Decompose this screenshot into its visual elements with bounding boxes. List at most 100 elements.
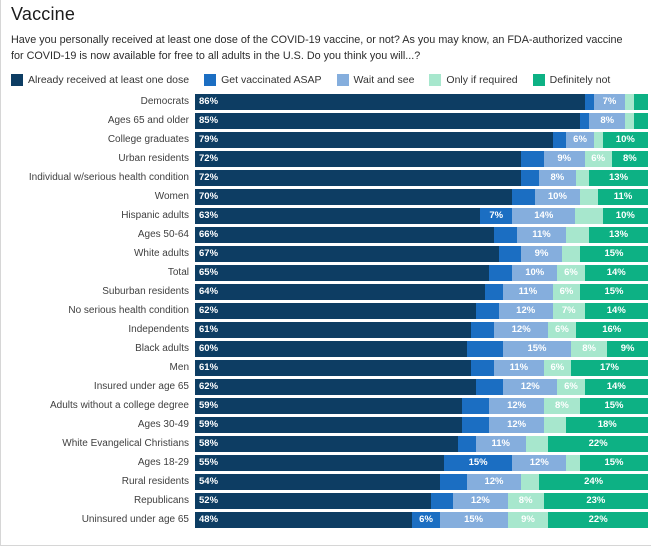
bar-segment[interactable] (498, 245, 522, 262)
bar-segment[interactable] (493, 226, 517, 243)
bar-segment[interactable] (462, 416, 490, 433)
bar-segment[interactable]: 8% (543, 397, 581, 414)
bar-segment[interactable]: 9% (607, 340, 648, 357)
bar-segment[interactable] (521, 169, 540, 186)
bar-segment[interactable]: 13% (589, 226, 648, 243)
bar-segment[interactable]: 15% (580, 397, 648, 414)
bar-segment[interactable] (625, 112, 635, 129)
bar-segment[interactable]: 62% (195, 378, 476, 395)
bar-segment[interactable]: 15% (444, 454, 513, 471)
bar-segment[interactable]: 13% (589, 169, 648, 186)
bar-segment[interactable]: 7% (552, 302, 585, 319)
bar-segment[interactable]: 9% (543, 150, 585, 167)
bar-segment[interactable] (475, 378, 504, 395)
bar-segment[interactable]: 7% (593, 93, 626, 110)
bar-segment[interactable] (462, 397, 490, 414)
bar-segment[interactable] (457, 435, 476, 452)
bar-segment[interactable]: 11% (516, 226, 567, 243)
bar-segment[interactable]: 6% (543, 359, 571, 376)
bar-segment[interactable]: 18% (566, 416, 648, 433)
bar-segment[interactable]: 64% (195, 283, 485, 300)
bar-segment[interactable] (634, 112, 648, 129)
bar-segment[interactable]: 12% (489, 397, 544, 414)
bar-segment[interactable] (625, 93, 635, 110)
bar-segment[interactable]: 10% (602, 131, 648, 148)
bar-segment[interactable]: 85% (195, 112, 581, 129)
bar-segment[interactable]: 12% (503, 378, 558, 395)
bar-segment[interactable] (484, 283, 504, 300)
bar-segment[interactable]: 63% (195, 207, 481, 224)
bar-segment[interactable]: 8% (570, 340, 608, 357)
bar-segment[interactable]: 8% (507, 492, 544, 509)
bar-segment[interactable]: 60% (195, 340, 467, 357)
bar-segment[interactable] (634, 93, 648, 110)
bar-segment[interactable]: 79% (195, 131, 553, 148)
bar-segment[interactable]: 22% (548, 511, 648, 528)
legend-item[interactable]: Already received at least one dose (11, 74, 189, 87)
bar-segment[interactable]: 61% (195, 321, 472, 338)
bar-segment[interactable] (561, 245, 581, 262)
bar-segment[interactable] (521, 473, 540, 490)
bar-segment[interactable]: 12% (493, 321, 549, 338)
bar-segment[interactable]: 86% (195, 93, 585, 110)
bar-segment[interactable]: 12% (512, 454, 567, 471)
bar-segment[interactable] (580, 112, 590, 129)
bar-segment[interactable]: 23% (543, 492, 648, 509)
bar-segment[interactable] (475, 302, 499, 319)
bar-segment[interactable] (471, 321, 494, 338)
bar-segment[interactable]: 62% (195, 302, 476, 319)
bar-segment[interactable]: 11% (503, 283, 553, 300)
bar-segment[interactable]: 15% (580, 454, 648, 471)
legend-item[interactable]: Wait and see (336, 74, 414, 87)
bar-segment[interactable] (543, 416, 567, 433)
bar-segment[interactable]: 10% (534, 188, 581, 205)
bar-segment[interactable]: 58% (195, 435, 458, 452)
bar-segment[interactable]: 8% (611, 150, 648, 167)
bar-segment[interactable] (552, 131, 567, 148)
bar-segment[interactable] (430, 492, 454, 509)
bar-segment[interactable]: 15% (439, 511, 508, 528)
bar-segment[interactable]: 6% (552, 283, 581, 300)
legend-item[interactable]: Definitely not (532, 74, 610, 87)
bar-segment[interactable]: 6% (584, 150, 612, 167)
bar-segment[interactable]: 16% (575, 321, 648, 338)
bar-segment[interactable] (512, 188, 535, 205)
bar-segment[interactable]: 59% (195, 397, 463, 414)
legend-item[interactable]: Get vaccinated ASAP (204, 74, 322, 87)
bar-segment[interactable]: 11% (475, 435, 526, 452)
bar-segment[interactable]: 59% (195, 416, 463, 433)
bar-segment[interactable]: 10% (512, 264, 558, 281)
bar-segment[interactable]: 55% (195, 454, 445, 471)
bar-segment[interactable]: 14% (584, 378, 648, 395)
bar-segment[interactable]: 15% (580, 245, 648, 262)
bar-segment[interactable] (566, 226, 590, 243)
bar-segment[interactable] (584, 93, 594, 110)
bar-segment[interactable]: 48% (195, 511, 413, 528)
bar-segment[interactable]: 6% (566, 131, 594, 148)
bar-segment[interactable] (580, 188, 599, 205)
bar-segment[interactable]: 10% (602, 207, 648, 224)
bar-segment[interactable] (566, 454, 581, 471)
bar-segment[interactable]: 12% (466, 473, 522, 490)
bar-segment[interactable]: 70% (195, 188, 513, 205)
bar-segment[interactable]: 11% (493, 359, 544, 376)
bar-segment[interactable]: 54% (195, 473, 440, 490)
bar-segment[interactable]: 24% (539, 473, 648, 490)
bar-segment[interactable]: 22% (548, 435, 648, 452)
bar-segment[interactable]: 65% (195, 264, 490, 281)
bar-segment[interactable]: 9% (507, 511, 549, 528)
bar-segment[interactable] (471, 359, 494, 376)
bar-segment[interactable]: 9% (521, 245, 562, 262)
bar-segment[interactable] (489, 264, 513, 281)
bar-segment[interactable]: 6% (557, 264, 585, 281)
bar-segment[interactable]: 8% (589, 112, 626, 129)
bar-segment[interactable]: 11% (598, 188, 648, 205)
bar-segment[interactable]: 6% (548, 321, 576, 338)
bar-segment[interactable] (575, 169, 590, 186)
bar-segment[interactable] (521, 150, 544, 167)
bar-segment[interactable]: 14% (584, 264, 648, 281)
bar-segment[interactable]: 52% (195, 492, 431, 509)
bar-segment[interactable]: 6% (557, 378, 585, 395)
bar-segment[interactable]: 14% (512, 207, 576, 224)
bar-segment[interactable]: 17% (570, 359, 648, 376)
